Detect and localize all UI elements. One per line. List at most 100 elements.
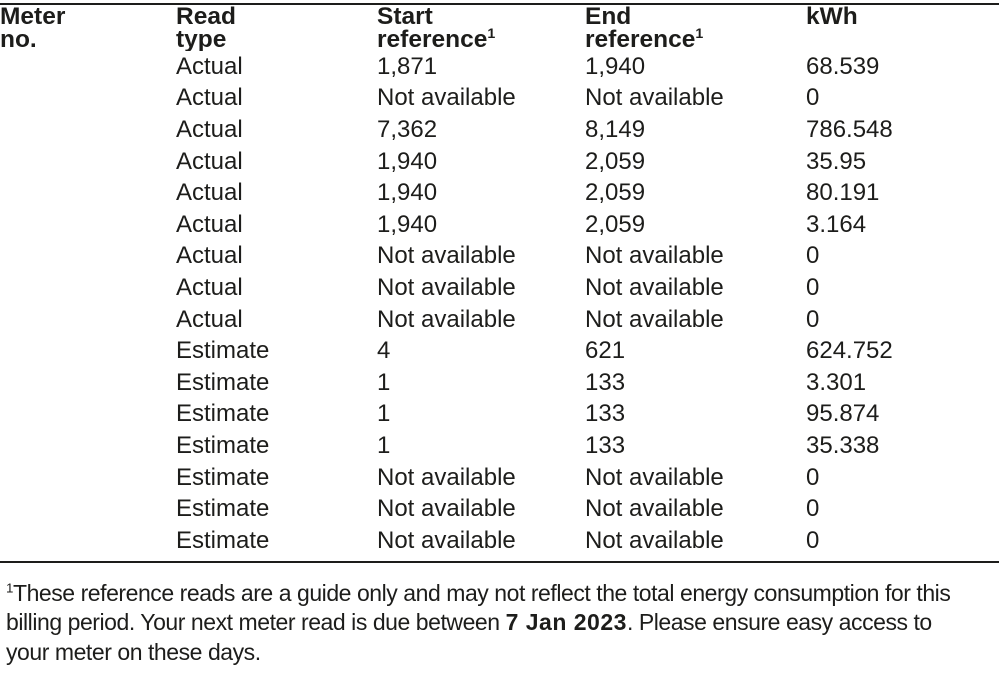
cell-meter-no [0,335,176,367]
cell-read-type: Estimate [176,368,270,396]
footnote-text-after: . Please ensure easy access to your mete… [6,609,932,665]
cell-kwh: 0 [806,495,820,523]
cell-end-reference: Not available [585,84,724,112]
cell-meter-no [0,114,176,146]
cell-kwh: 95.874 [806,400,880,428]
cell-read-type: Actual [176,305,243,333]
cell-meter-no [0,83,176,115]
header-row: Meter no. Read type Start reference1 End… [0,5,999,51]
table-top-divider [0,3,999,5]
table-row: Actual Not available Not available 0 [0,304,999,336]
column-header-start-reference: Start reference1 [377,5,585,51]
cell-start-reference: Not available [377,463,516,491]
cell-read-type: Estimate [176,463,270,491]
table-row: Estimate 4 621 624.752 [0,335,999,367]
header-line-1: kWh [806,5,858,30]
header-line-2: type [176,26,377,51]
table-body: Actual 1,871 1,940 68.539 Actual Not ava… [0,51,999,557]
cell-start-reference: 1 [377,400,391,428]
cell-read-type: Actual [176,179,243,207]
header-line-1: End [585,5,632,30]
cell-meter-no [0,177,176,209]
table-row: Actual 1,940 2,059 80.191 [0,177,999,209]
table-row: Estimate Not available Not available 0 [0,462,999,494]
cell-end-reference: 2,059 [585,179,646,207]
cell-start-reference: 1,940 [377,210,438,238]
cell-start-reference: Not available [377,84,516,112]
cell-end-reference: Not available [585,463,724,491]
cell-start-reference: Not available [377,305,516,333]
cell-read-type: Actual [176,242,243,270]
cell-read-type: Actual [176,147,243,175]
cell-meter-no [0,241,176,273]
cell-end-reference: Not available [585,273,724,301]
table-row: Estimate Not available Not available 0 [0,493,999,525]
table-row: Actual 1,871 1,940 68.539 [0,51,999,83]
cell-meter-no [0,367,176,399]
table-row: Actual Not available Not available 0 [0,83,999,115]
cell-meter-no [0,399,176,431]
table-row: Actual Not available Not available 0 [0,241,999,273]
header-text: reference [377,26,488,51]
cell-end-reference: Not available [585,242,724,270]
cell-start-reference: 1,940 [377,179,438,207]
cell-kwh: 0 [806,84,820,112]
header-text: type [176,26,227,51]
footnote: 1These reference reads are a guide only … [0,579,968,668]
header-text: reference [585,26,696,51]
cell-kwh: 35.338 [806,431,880,459]
cell-end-reference: Not available [585,305,724,333]
cell-read-type: Actual [176,210,243,238]
column-header-kwh: kWh [806,5,999,51]
cell-kwh: 0 [806,463,820,491]
cell-meter-no [0,272,176,304]
header-line-2: no. [0,26,176,51]
cell-read-type: Actual [176,273,243,301]
cell-end-reference: 8,149 [585,115,646,143]
cell-start-reference: 7,362 [377,115,438,143]
cell-kwh: 3.164 [806,210,867,238]
cell-meter-no [0,209,176,241]
cell-kwh: 68.539 [806,52,880,80]
cell-start-reference: Not available [377,526,516,554]
cell-read-type: Estimate [176,526,270,554]
table-row: Estimate 1 133 35.338 [0,430,999,462]
footnote-text-before: These reference reads are a guide only a… [6,579,951,636]
cell-end-reference: Not available [585,495,724,523]
cell-end-reference: 133 [585,431,626,459]
column-header-end-reference: End reference1 [585,5,806,51]
column-header-meter-no: Meter no. [0,5,176,51]
footnote-marker: 1 [695,25,704,42]
cell-end-reference: 621 [585,337,626,365]
cell-kwh: 624.752 [806,337,893,365]
table-header: Meter no. Read type Start reference1 End… [0,5,999,51]
cell-end-reference: 2,059 [585,147,646,175]
cell-end-reference: 1,940 [585,52,646,80]
cell-meter-no [0,146,176,178]
footnote-superscript: 1 [6,579,13,595]
header-line-1: Read [176,5,236,30]
cell-meter-no [0,304,176,336]
header-text: no. [0,26,37,51]
cell-meter-no [0,493,176,525]
cell-start-reference: Not available [377,242,516,270]
table-row: Actual Not available Not available 0 [0,272,999,304]
cell-start-reference: Not available [377,495,516,523]
table-bottom-divider [0,560,999,563]
table-row: Actual 7,362 8,149 786.548 [0,114,999,146]
cell-meter-no [0,430,176,462]
cell-kwh: 786.548 [806,115,893,143]
cell-start-reference: 1 [377,431,391,459]
cell-kwh: 0 [806,526,820,554]
cell-kwh: 35.95 [806,147,867,175]
cell-start-reference: 1 [377,368,391,396]
cell-end-reference: 133 [585,368,626,396]
cell-meter-no [0,462,176,494]
header-line-1: Meter [0,5,66,30]
header-line-2: reference1 [377,26,585,51]
table-row: Estimate 1 133 95.874 [0,399,999,431]
cell-read-type: Estimate [176,495,270,523]
cell-start-reference: 1,940 [377,147,438,175]
cell-read-type: Actual [176,115,243,143]
cell-start-reference: 1,871 [377,52,438,80]
